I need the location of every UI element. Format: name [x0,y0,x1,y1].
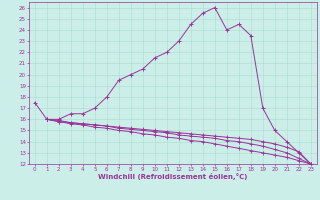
X-axis label: Windchill (Refroidissement éolien,°C): Windchill (Refroidissement éolien,°C) [98,173,247,180]
